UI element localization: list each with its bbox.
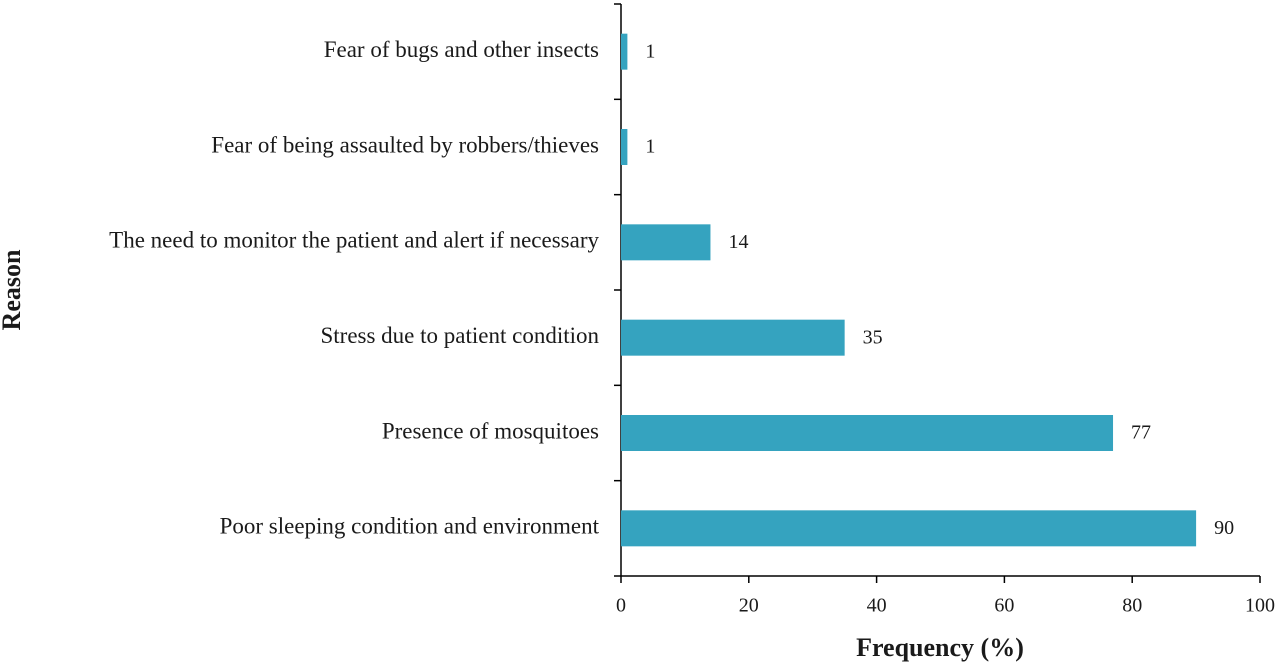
x-tick-label: 40 — [867, 595, 887, 617]
y-tick-label: Poor sleeping condition and environment — [220, 514, 600, 539]
y-tick-label: Stress due to patient condition — [320, 323, 599, 348]
x-tick-label: 20 — [739, 595, 759, 617]
x-tick-label: 80 — [1122, 595, 1142, 617]
bar — [621, 224, 711, 261]
bar — [621, 33, 628, 70]
x-tick-label: 60 — [994, 595, 1014, 617]
y-tick-label: Fear of bugs and other insects — [324, 37, 599, 62]
value-label: 90 — [1214, 517, 1234, 539]
bar — [621, 415, 1114, 451]
y-axis-title: Reason — [0, 249, 26, 330]
x-tick-label: 100 — [1245, 595, 1275, 617]
y-tick-label: The need to monitor the patient and aler… — [109, 228, 599, 253]
value-label: 1 — [645, 40, 655, 62]
bar — [621, 510, 1197, 547]
y-tick-label: Fear of being assaulted by robbers/thiev… — [211, 132, 599, 157]
bar — [621, 319, 845, 356]
x-axis-title: Frequency (%) — [856, 633, 1024, 662]
bar — [621, 129, 628, 165]
value-label: 77 — [1131, 422, 1151, 444]
x-tick-label: 0 — [616, 595, 626, 617]
y-tick-label: Presence of mosquitoes — [382, 418, 599, 443]
value-label: 35 — [863, 326, 883, 348]
value-label: 1 — [645, 136, 655, 158]
value-label: 14 — [728, 231, 748, 253]
